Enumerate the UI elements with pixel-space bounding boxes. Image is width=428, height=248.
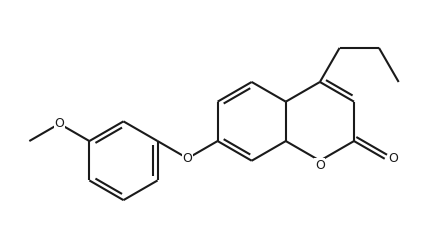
Text: O: O [183, 152, 193, 165]
Text: O: O [54, 117, 64, 130]
Text: O: O [388, 152, 398, 165]
Text: O: O [315, 158, 325, 172]
